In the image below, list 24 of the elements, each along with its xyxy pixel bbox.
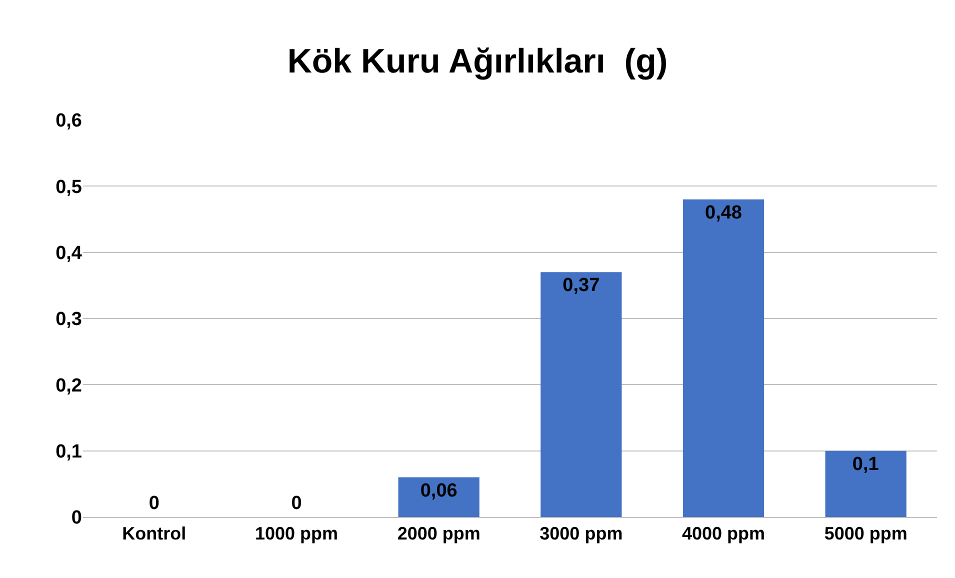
data-label: 0,48 bbox=[705, 202, 742, 224]
bar bbox=[825, 450, 906, 517]
x-tick-label: 5000 ppm bbox=[824, 524, 908, 544]
data-label: 0 bbox=[148, 493, 160, 514]
x-tick-label: 3000 ppm bbox=[540, 524, 623, 544]
data-label: 0,06 bbox=[420, 480, 458, 502]
x-tick-label: Kontrol bbox=[122, 524, 186, 544]
bar bbox=[398, 477, 480, 517]
data-label: 0 bbox=[291, 493, 302, 514]
x-tick-label: 2000 ppm bbox=[397, 524, 480, 544]
y-tick-label: 0,4 bbox=[56, 242, 82, 264]
chart-title: Kök Kuru Ağırlıkları (g) bbox=[287, 42, 668, 81]
y-tick-label: 0,6 bbox=[56, 110, 82, 132]
y-tick-label: 0,2 bbox=[56, 375, 82, 396]
data-label: 0,37 bbox=[562, 275, 600, 296]
bar bbox=[540, 272, 622, 517]
y-tick-label: 0,1 bbox=[56, 441, 82, 462]
data-label: 0,1 bbox=[852, 454, 880, 475]
y-tick-label: 0,5 bbox=[56, 176, 82, 198]
x-tick-label: 1000 ppm bbox=[254, 524, 338, 544]
bar bbox=[682, 199, 764, 517]
x-tick-label: 4000 ppm bbox=[682, 524, 766, 544]
y-tick-label: 0 bbox=[71, 508, 82, 529]
y-tick-label: 0,3 bbox=[56, 309, 82, 330]
